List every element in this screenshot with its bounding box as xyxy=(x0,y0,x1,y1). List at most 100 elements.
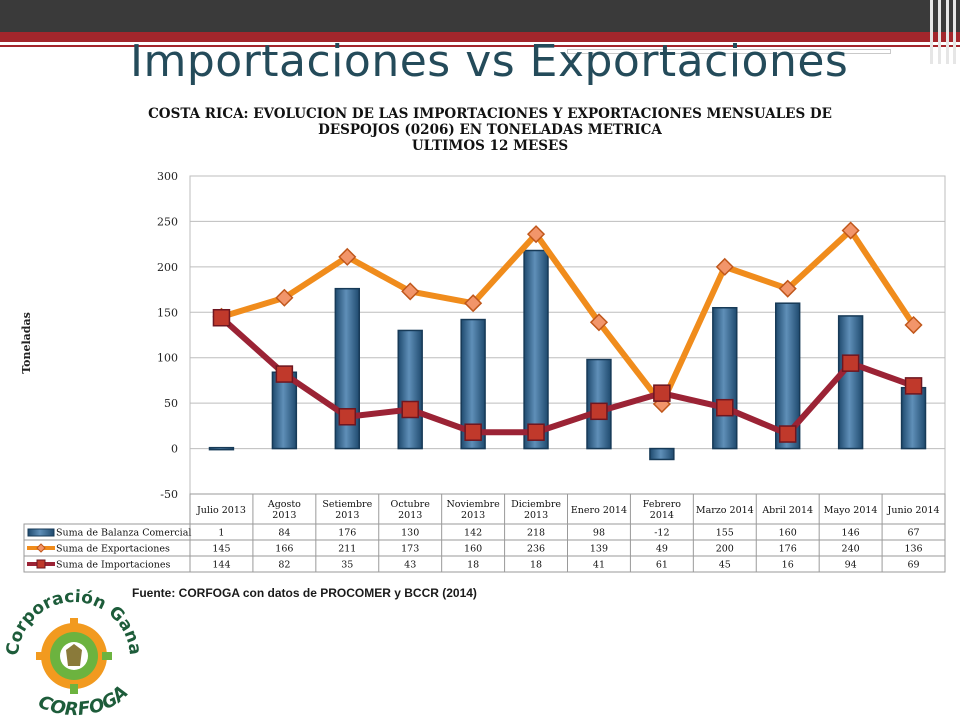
table-value: 144 xyxy=(212,560,230,571)
table-category: Noviembre 2013 xyxy=(446,499,500,521)
exportaciones-point xyxy=(589,313,609,332)
y-tick-label: 250 xyxy=(157,215,178,228)
table-category: Febrero 2014 xyxy=(643,499,681,521)
table-category: Agosto 2013 xyxy=(267,499,301,521)
legend-entry: Suma de Exportaciones xyxy=(56,544,170,555)
importaciones-line xyxy=(218,314,917,438)
exportaciones-point xyxy=(841,221,860,240)
legend-key-marker xyxy=(36,543,46,553)
source-note: Fuente: CORFOGA con datos de PROCOMER y … xyxy=(132,586,477,600)
y-tick-label: -50 xyxy=(160,488,178,501)
bar xyxy=(271,371,298,450)
legend-key-marker xyxy=(36,559,46,569)
table-value: 49 xyxy=(656,544,668,555)
exportaciones-point xyxy=(338,247,357,266)
table-value: 155 xyxy=(716,528,734,539)
table-value: 176 xyxy=(338,528,356,539)
table-category: Octubre 2013 xyxy=(391,499,431,521)
chart-title-line-3: ULTIMOS 12 MESES xyxy=(411,138,569,154)
exportaciones-point xyxy=(778,279,797,298)
table-value: 16 xyxy=(782,560,794,571)
exportaciones-point xyxy=(464,294,483,313)
exportaciones-point xyxy=(275,288,294,307)
table-value: 82 xyxy=(278,560,290,571)
corfoga-logo: Corporación Ganadera CORFOGA xyxy=(0,580,145,720)
bar xyxy=(208,446,235,451)
importaciones-point xyxy=(904,377,923,395)
table-value: 139 xyxy=(590,544,608,555)
plot-area xyxy=(189,175,946,495)
exportaciones-point xyxy=(715,257,734,276)
table-value: 236 xyxy=(527,544,545,555)
table-value: 146 xyxy=(842,528,860,539)
table-value: 130 xyxy=(401,528,419,539)
table-value: 1 xyxy=(218,528,224,539)
importaciones-point xyxy=(590,402,608,421)
y-axis-label: Toneladas xyxy=(20,312,33,374)
bar xyxy=(649,447,675,461)
exportaciones-point xyxy=(401,282,420,301)
table-value: 160 xyxy=(464,544,482,555)
table-category: Enero 2014 xyxy=(571,505,627,516)
bar xyxy=(523,249,549,450)
bar xyxy=(775,302,801,450)
table-value: 176 xyxy=(779,544,797,555)
table-value: 145 xyxy=(212,544,230,555)
slide-title: Importaciones vs Exportaciones xyxy=(130,36,849,87)
logo-gear-icon xyxy=(36,618,112,694)
importaciones-point xyxy=(778,425,797,443)
importaciones-point xyxy=(464,423,482,441)
importaciones-point xyxy=(716,398,734,417)
importaciones-point xyxy=(841,354,860,372)
decor-stripe xyxy=(946,0,949,64)
chart-title: COSTA RICA: EVOLUCION DE LAS IMPORTACION… xyxy=(60,106,920,154)
table-value: 240 xyxy=(842,544,860,555)
table-value: 45 xyxy=(719,560,731,571)
table-value: 41 xyxy=(593,560,605,571)
importaciones-point xyxy=(212,308,231,327)
table-value: 173 xyxy=(401,544,419,555)
decor-stripe xyxy=(953,0,956,64)
table-value: 160 xyxy=(779,528,797,539)
table-value: 142 xyxy=(464,528,482,539)
table-value: 67 xyxy=(907,528,919,539)
table-value: 200 xyxy=(716,544,734,555)
table-value: -12 xyxy=(654,528,669,539)
table-value: 136 xyxy=(904,544,922,555)
y-tick-label: 150 xyxy=(157,306,178,319)
importaciones-point xyxy=(653,384,671,402)
decor-stripe xyxy=(938,0,941,64)
table-category: Julio 2013 xyxy=(196,505,246,516)
exportaciones-point xyxy=(526,225,546,244)
importaciones-point xyxy=(275,365,294,383)
table-value: 94 xyxy=(845,560,857,571)
importaciones-point xyxy=(527,423,545,441)
chart-title-line-2: DESPOJOS (0206) EN TONELADAS METRICA xyxy=(318,122,662,138)
bar xyxy=(837,315,864,450)
table-value: 35 xyxy=(341,560,353,571)
table-category: Marzo 2014 xyxy=(696,505,754,516)
decor-stripe xyxy=(930,0,933,64)
y-tick-label: 300 xyxy=(157,170,178,183)
red-rule xyxy=(0,45,960,47)
table-value: 18 xyxy=(530,560,542,571)
y-tick-label: 50 xyxy=(164,397,178,410)
importaciones-point xyxy=(401,400,419,419)
bar xyxy=(397,329,423,450)
bar xyxy=(460,318,486,450)
y-tick-label: 100 xyxy=(157,352,178,365)
red-band xyxy=(0,32,960,42)
table-category: Diciembre 2013 xyxy=(511,499,561,521)
legend-key-bar xyxy=(27,528,55,537)
legend-entry: Suma de Balanza Comercial xyxy=(56,528,191,539)
table-category: Junio 2014 xyxy=(887,505,940,516)
table-category: Abril 2014 xyxy=(761,505,813,516)
y-tick-label: 200 xyxy=(157,261,178,274)
y-tick-label: 0 xyxy=(171,443,178,456)
table-value: 98 xyxy=(593,528,605,539)
bar xyxy=(900,386,927,450)
table-value: 69 xyxy=(907,560,919,571)
table-value: 218 xyxy=(527,528,545,539)
accent-rule xyxy=(568,50,890,53)
